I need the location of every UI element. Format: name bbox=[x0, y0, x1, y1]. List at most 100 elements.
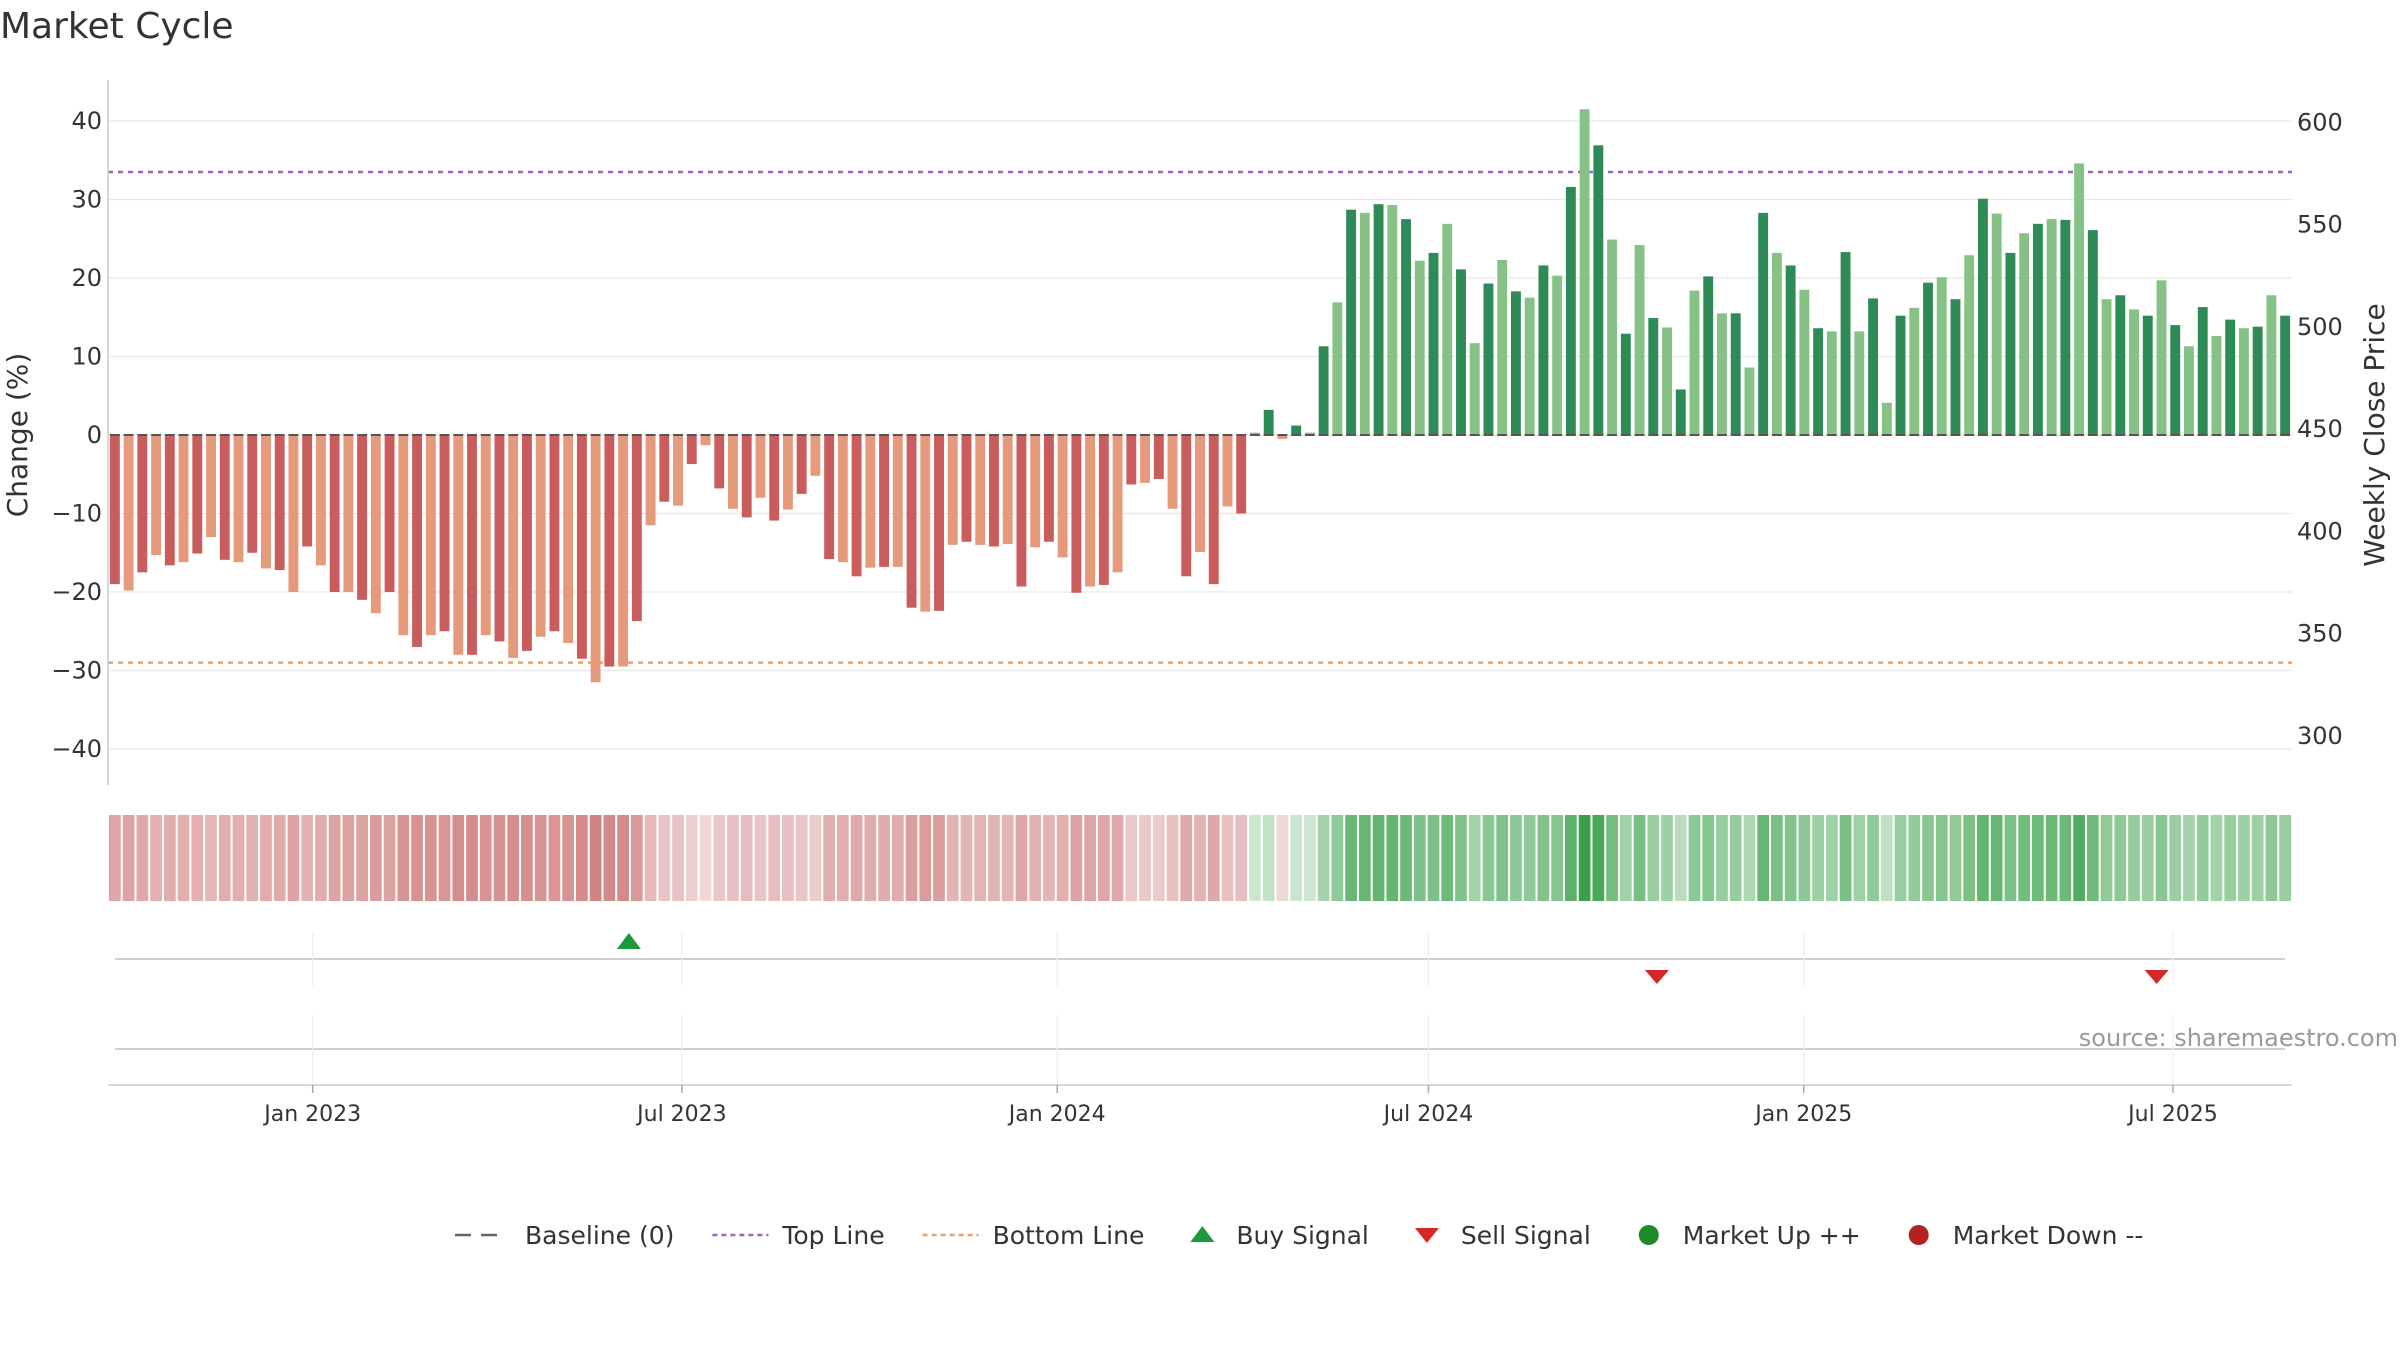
change-bar bbox=[920, 435, 931, 612]
x-tick-label: Jul 2023 bbox=[635, 1102, 727, 1127]
strength-cell bbox=[1372, 815, 1385, 901]
strength-cell bbox=[1152, 815, 1165, 901]
strength-cell bbox=[452, 815, 465, 901]
strength-heat-row bbox=[109, 815, 2291, 901]
sell-signal-marker bbox=[1644, 970, 1669, 984]
change-bar bbox=[1442, 223, 1453, 435]
strength-cell bbox=[1661, 815, 1673, 901]
change-bar bbox=[1359, 212, 1370, 435]
change-bar bbox=[1126, 435, 1137, 485]
change-bar bbox=[1607, 239, 1618, 435]
left-tick-label: 10 bbox=[71, 343, 102, 371]
strength-cell bbox=[1029, 815, 1042, 901]
strength-cell bbox=[246, 815, 259, 901]
change-bar bbox=[1689, 290, 1700, 435]
strength-cell bbox=[809, 815, 822, 901]
strength-cell bbox=[2128, 815, 2140, 901]
change-bar bbox=[219, 435, 230, 560]
strength-cell bbox=[1084, 815, 1096, 901]
strength-cell bbox=[713, 815, 726, 901]
strength-cell bbox=[383, 815, 396, 901]
signal-panel bbox=[115, 932, 2285, 986]
strength-cell bbox=[1097, 815, 1110, 901]
change-bar bbox=[1304, 432, 1315, 435]
change-bar bbox=[480, 435, 491, 636]
strength-cell bbox=[2183, 815, 2195, 901]
change-bar bbox=[851, 435, 862, 577]
x-tick-label: Jan 2025 bbox=[1753, 1102, 1852, 1127]
change-bar bbox=[1717, 313, 1727, 435]
strength-cell bbox=[507, 815, 520, 901]
left-tick-label: −20 bbox=[51, 578, 102, 606]
x-tick-label: Jan 2023 bbox=[262, 1102, 361, 1127]
strength-cell bbox=[2210, 815, 2223, 901]
strength-cell bbox=[1949, 815, 1962, 901]
x-axis-ticks: Jan 2023 Jul 2023 Jan 2024 Jul 2024 Jan 2025… bbox=[262, 1085, 2218, 1127]
change-bar bbox=[1565, 186, 1576, 435]
change-bar bbox=[1195, 435, 1205, 552]
strength-cell bbox=[1647, 815, 1660, 901]
strength-cell bbox=[411, 815, 423, 901]
change-bar bbox=[1936, 277, 1947, 435]
strength-cell bbox=[1180, 815, 1193, 901]
strength-cell bbox=[1935, 815, 1948, 901]
change-bar bbox=[247, 435, 258, 553]
change-bar bbox=[1043, 435, 1054, 542]
strength-cell bbox=[493, 815, 506, 901]
change-bar bbox=[1634, 245, 1645, 435]
strength-cell bbox=[1977, 815, 1989, 901]
change-bar bbox=[1401, 219, 1411, 435]
strength-cell bbox=[479, 815, 492, 901]
change-bar bbox=[975, 435, 986, 545]
strength-cell bbox=[740, 815, 753, 901]
change-bar bbox=[2032, 223, 2043, 435]
change-bar bbox=[1552, 275, 1563, 435]
change-bar bbox=[2046, 219, 2057, 435]
change-bar bbox=[576, 435, 587, 659]
x-tick-label: Jul 2025 bbox=[2126, 1102, 2218, 1127]
change-bar bbox=[1497, 259, 1508, 435]
strength-cell bbox=[1276, 815, 1289, 901]
strength-cell bbox=[988, 815, 1000, 901]
change-bar bbox=[206, 435, 216, 538]
strength-cell bbox=[946, 815, 959, 901]
strength-cell bbox=[837, 815, 849, 901]
strength-cell bbox=[1798, 815, 1811, 901]
change-bar bbox=[384, 435, 395, 592]
change-bar bbox=[1991, 213, 2002, 435]
strength-cell bbox=[1729, 815, 1742, 901]
change-bar bbox=[1318, 346, 1329, 435]
strength-cell bbox=[878, 815, 890, 901]
change-bar bbox=[521, 435, 532, 651]
change-bar bbox=[2184, 346, 2194, 435]
change-bar bbox=[1277, 435, 1288, 439]
change-bar bbox=[2101, 299, 2112, 435]
change-bar bbox=[233, 435, 244, 563]
strength-cell bbox=[1853, 815, 1866, 901]
change-bar bbox=[398, 435, 409, 636]
strength-cell bbox=[1400, 815, 1412, 901]
change-bar bbox=[1030, 435, 1041, 548]
change-bar bbox=[1469, 343, 1480, 435]
strength-cell bbox=[699, 815, 712, 901]
change-bar bbox=[1112, 435, 1123, 573]
change-bar bbox=[1153, 435, 1164, 479]
legend-circle-swatch bbox=[1638, 1225, 1659, 1245]
strength-cell bbox=[644, 815, 657, 901]
change-bar bbox=[906, 435, 917, 608]
strength-cell bbox=[1674, 815, 1687, 901]
change-bar bbox=[2142, 315, 2153, 435]
strength-cell bbox=[150, 815, 162, 901]
strength-cell bbox=[727, 815, 739, 901]
strength-cell bbox=[562, 815, 575, 901]
strength-cell bbox=[1839, 815, 1852, 901]
change-bar bbox=[1771, 252, 1782, 435]
change-bar bbox=[315, 435, 326, 566]
strength-cell bbox=[342, 815, 355, 901]
change-bar bbox=[1428, 252, 1439, 435]
change-bar bbox=[549, 435, 560, 632]
strength-cell bbox=[2169, 815, 2182, 901]
change-bar bbox=[824, 435, 835, 560]
right-tick-label: 500 bbox=[2297, 313, 2343, 341]
strength-cell bbox=[1578, 815, 1591, 901]
